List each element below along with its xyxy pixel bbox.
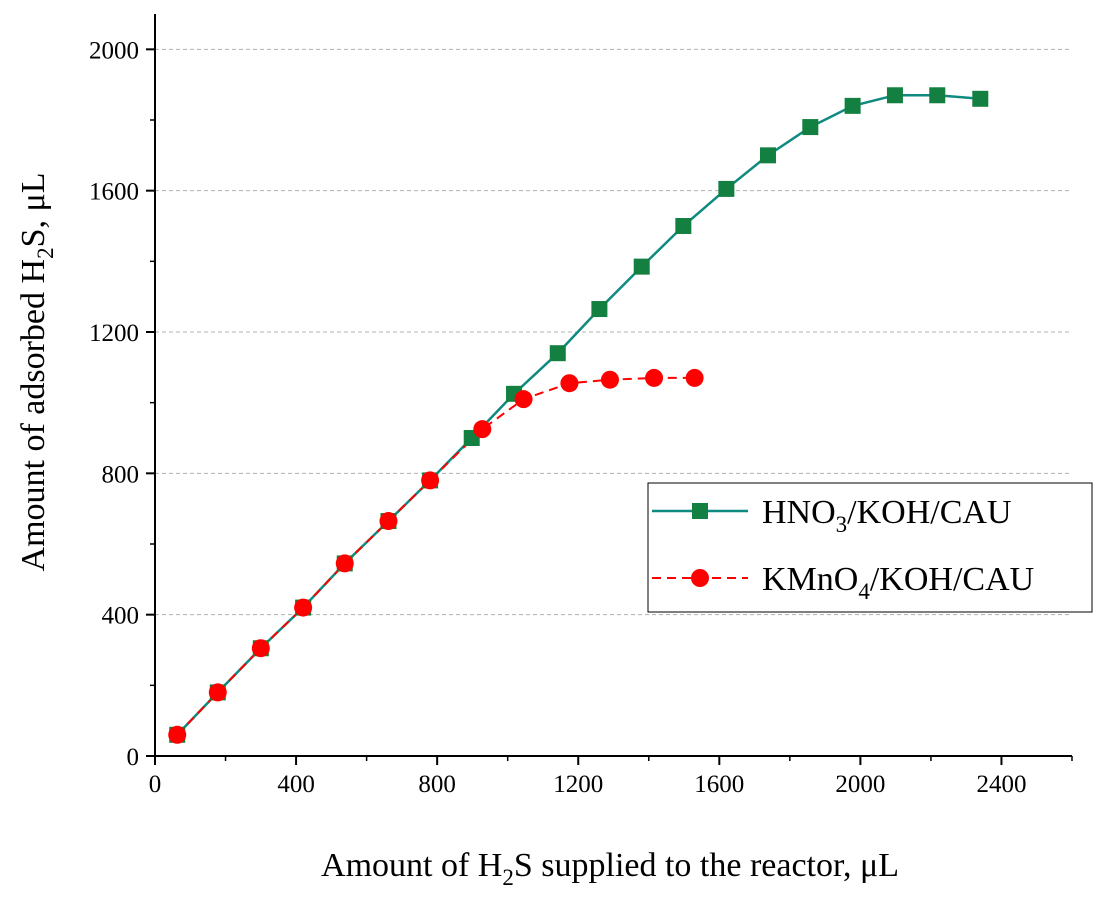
series-line-0	[176, 94, 981, 736]
data-point-0	[591, 301, 608, 318]
grid-lines	[155, 48, 1072, 616]
data-point-0	[929, 87, 946, 104]
legend-label-kmno4: KMnO4/KOH/CAU	[762, 561, 1034, 604]
y-tick-label: 2000	[89, 37, 139, 64]
data-point-0	[549, 345, 566, 362]
ticks: 0 400 800 1200 1600 2000 2400 0 400 800 1200 1600 20…	[89, 37, 1073, 798]
series-line-1	[176, 376, 695, 736]
data-point-0	[802, 119, 819, 136]
data-point-1	[251, 639, 270, 658]
legend-box	[647, 482, 1093, 613]
data-point-1	[294, 598, 313, 617]
data-point-1	[168, 725, 187, 744]
data-point-1	[560, 374, 579, 393]
data-point-1	[514, 390, 533, 409]
data-point-0	[759, 147, 776, 164]
data-point-0	[972, 90, 989, 107]
x-tick-label: 2000	[835, 771, 885, 798]
x-tick-label: 2400	[976, 771, 1026, 798]
data-point-0	[844, 97, 861, 114]
axes	[154, 14, 1072, 757]
x-tick-label: 800	[418, 771, 456, 798]
y-tick-label: 1600	[89, 179, 139, 206]
data-point-0	[633, 258, 650, 275]
legend-marker-hno3	[692, 503, 708, 519]
data-point-0	[718, 180, 735, 197]
data-point-0	[675, 218, 692, 234]
data-point-1	[473, 420, 492, 439]
y-tick-label: 1200	[89, 320, 139, 347]
legend: HNO3/KOH/CAU KMnO4/KOH/CAU	[647, 482, 1093, 613]
series-layer	[168, 87, 989, 744]
data-point-1	[379, 512, 398, 531]
data-point-1	[208, 683, 227, 702]
y-axis-title: Amount of adsorbed H2S, μL	[15, 173, 58, 572]
data-point-1	[600, 370, 619, 389]
legend-marker-kmno4	[691, 569, 709, 587]
data-point-1	[645, 368, 664, 387]
x-tick-label: 0	[149, 771, 162, 798]
data-point-1	[335, 554, 354, 573]
y-tick-label: 400	[102, 603, 140, 630]
data-point-1	[421, 471, 440, 490]
data-point-1	[685, 368, 704, 387]
x-tick-label: 1600	[694, 771, 744, 798]
x-tick-label: 400	[277, 771, 315, 798]
legend-label-hno3: HNO3/KOH/CAU	[762, 494, 1012, 537]
y-tick-label: 800	[102, 461, 140, 488]
x-axis-title: Amount of H2S supplied to the reactor, μ…	[321, 847, 899, 890]
y-tick-label: 0	[127, 744, 140, 771]
data-point-0	[886, 87, 903, 104]
x-tick-label: 1200	[553, 771, 603, 798]
